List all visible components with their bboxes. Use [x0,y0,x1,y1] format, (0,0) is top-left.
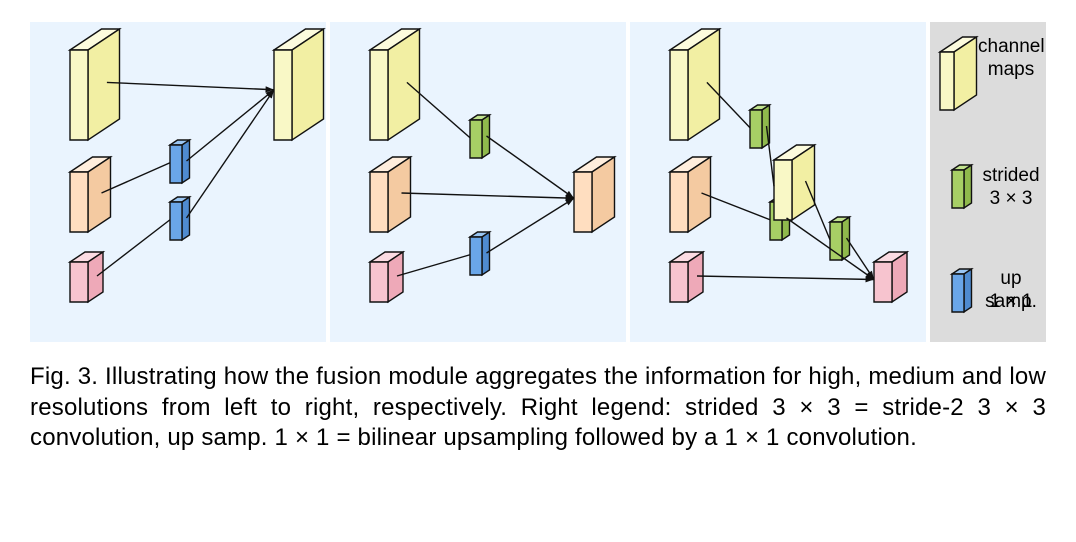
figure-3: channel maps strided 3 × 3 up samp. 1 × … [0,0,1076,542]
panel-low-res [630,22,926,342]
legend: channel maps strided 3 × 3 up samp. 1 × … [930,22,1046,342]
panel-high-res [30,22,326,342]
panel-high-svg [30,22,326,342]
legend-label-channel-1: channel [978,36,1044,59]
figure-caption: Fig. 3. Illustrating how the fusion modu… [30,362,1046,454]
panel-mid-svg [330,22,626,342]
legend-label-channel-2: maps [978,59,1044,82]
legend-label-strided-1: strided [978,165,1044,188]
panels-row: channel maps strided 3 × 3 up samp. 1 × … [30,22,1046,342]
panel-low-svg [630,22,926,342]
figure-caption-text: Illustrating how the fusion module aggre… [30,363,1046,451]
legend-label-upsamp-2: 1 × 1 [978,291,1044,314]
legend-label-strided-2: 3 × 3 [978,188,1044,211]
figure-label: Fig. 3. [30,363,98,390]
panel-mid-res [330,22,626,342]
